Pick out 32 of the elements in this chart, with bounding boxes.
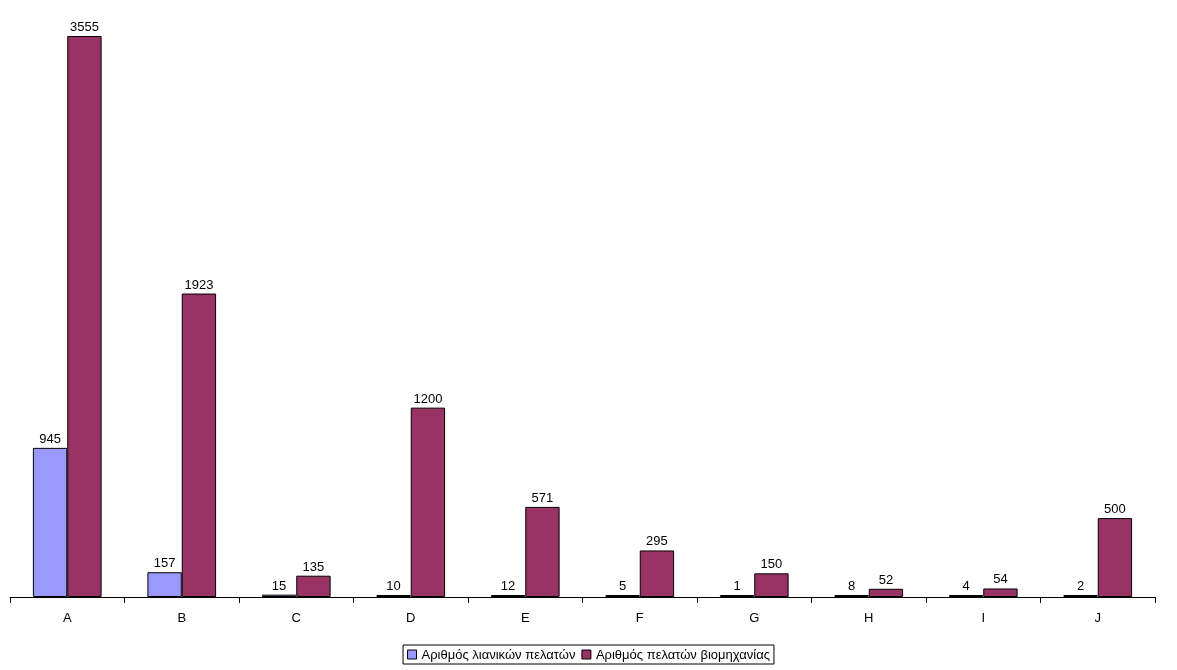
data-label: 295 [646, 533, 668, 549]
data-label: 150 [760, 556, 783, 572]
data-label: 54 [993, 571, 1008, 587]
data-label: 2 [1076, 578, 1085, 593]
x-tick-label: A [62, 610, 72, 625]
x-tick-label: C [291, 610, 301, 625]
data-label: 1 [733, 578, 741, 593]
x-tick-label: H [864, 610, 874, 625]
data-label: 1200 [413, 390, 443, 406]
data-label: 945 [39, 430, 61, 446]
data-label: 52 [878, 571, 894, 587]
data-label: 12 [500, 578, 516, 593]
legend-label: Αριθμός πελατών βιομηχανίας [595, 647, 770, 662]
data-label: 135 [302, 558, 325, 574]
data-label: 15 [271, 577, 287, 593]
x-tick-label: J [1094, 610, 1101, 625]
data-label: 8 [847, 578, 856, 593]
x-tick-label: B [177, 610, 187, 625]
data-label: 571 [531, 489, 554, 505]
data-label: 157 [153, 555, 176, 571]
data-label: 500 [1104, 501, 1126, 517]
data-label: 1923 [184, 276, 214, 292]
x-tick-label: E [520, 610, 530, 625]
data-label: 4 [962, 578, 970, 593]
x-tick-label: I [981, 610, 986, 625]
data-label: 5 [618, 578, 627, 593]
legend-label: Αριθμός λιανικών πελατών [421, 647, 576, 662]
x-tick-label: F [635, 610, 644, 625]
x-tick-label: D [406, 610, 416, 625]
data-label: 10 [386, 578, 401, 593]
x-tick-label: G [749, 610, 760, 625]
data-label: 3555 [69, 19, 99, 34]
